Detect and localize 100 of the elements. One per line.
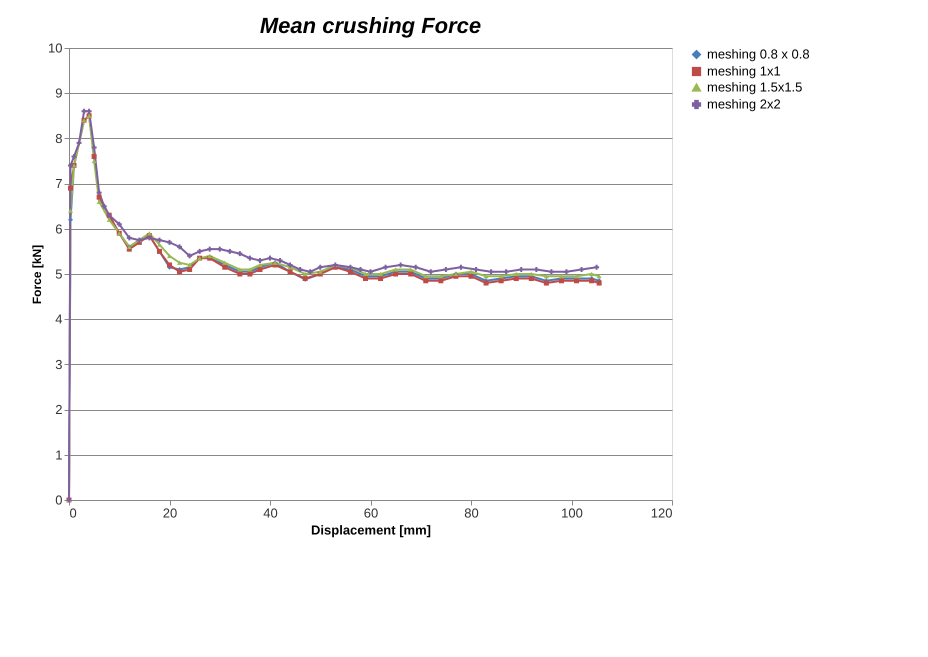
chart-title: Mean crushing Force bbox=[260, 13, 482, 38]
point bbox=[302, 272, 308, 276]
y-tick-label: 2 bbox=[55, 402, 62, 418]
y-tick-label: 10 bbox=[48, 40, 62, 56]
point bbox=[72, 154, 77, 159]
x-tick-label: 20 bbox=[162, 506, 178, 520]
point bbox=[308, 269, 313, 274]
y-tick-label: 5 bbox=[55, 266, 62, 282]
point bbox=[318, 264, 323, 270]
point bbox=[596, 274, 602, 278]
point bbox=[68, 186, 74, 191]
point bbox=[222, 260, 228, 265]
point bbox=[393, 272, 398, 276]
y-tick-label: 4 bbox=[55, 312, 62, 327]
point bbox=[579, 266, 584, 272]
x-axis-title: Displacement [mm] bbox=[311, 522, 431, 538]
point bbox=[589, 272, 594, 276]
point bbox=[368, 269, 373, 274]
point bbox=[458, 264, 464, 270]
x-tick-label: 0 bbox=[70, 506, 77, 520]
point bbox=[82, 108, 87, 114]
x-tick-label: 60 bbox=[364, 506, 378, 520]
point bbox=[227, 248, 232, 254]
point bbox=[528, 276, 534, 282]
point bbox=[428, 269, 434, 274]
point bbox=[484, 274, 489, 278]
point bbox=[106, 218, 112, 222]
point bbox=[574, 274, 580, 278]
point bbox=[207, 254, 212, 258]
point bbox=[383, 264, 388, 270]
point bbox=[544, 274, 549, 278]
y-tick-label: 9 bbox=[55, 86, 62, 101]
point bbox=[488, 269, 494, 274]
point bbox=[222, 264, 228, 270]
point bbox=[484, 280, 489, 286]
point bbox=[167, 262, 172, 268]
point bbox=[167, 254, 172, 258]
point bbox=[468, 270, 474, 274]
point bbox=[247, 267, 252, 272]
legend-label: meshing 0.8 x 0.8 bbox=[707, 46, 810, 62]
point bbox=[358, 266, 363, 272]
point bbox=[187, 253, 192, 258]
point bbox=[237, 272, 242, 276]
y-tick-label: 3 bbox=[55, 356, 62, 372]
point bbox=[438, 274, 444, 278]
point bbox=[288, 262, 293, 268]
point bbox=[596, 280, 602, 286]
point bbox=[474, 266, 479, 272]
point bbox=[116, 222, 122, 227]
point bbox=[504, 269, 509, 274]
point bbox=[362, 276, 368, 282]
point bbox=[408, 272, 414, 276]
point bbox=[378, 276, 384, 282]
point bbox=[217, 246, 222, 252]
point bbox=[146, 231, 152, 236]
point bbox=[528, 272, 534, 276]
point bbox=[544, 280, 549, 286]
point bbox=[92, 158, 97, 164]
point bbox=[96, 200, 102, 204]
legend-label: meshing 2x2 bbox=[707, 96, 781, 112]
point bbox=[257, 262, 262, 268]
point bbox=[156, 238, 162, 243]
y-tick-label: 6 bbox=[55, 221, 62, 236]
point bbox=[68, 217, 74, 222]
point bbox=[423, 274, 428, 278]
point bbox=[237, 267, 242, 272]
point bbox=[548, 269, 554, 274]
y-tick-label: 0 bbox=[55, 492, 62, 508]
point bbox=[86, 108, 92, 114]
y-tick-label: 7 bbox=[55, 176, 62, 192]
point bbox=[278, 258, 283, 263]
y-tick-label: 1 bbox=[55, 447, 62, 462]
point bbox=[594, 264, 600, 270]
point bbox=[102, 204, 107, 209]
point bbox=[247, 272, 252, 276]
point bbox=[156, 242, 162, 247]
point bbox=[298, 266, 303, 272]
point bbox=[514, 276, 519, 282]
x-tick-label: 120 bbox=[650, 506, 672, 520]
point bbox=[268, 256, 272, 261]
point bbox=[362, 272, 368, 276]
point bbox=[443, 266, 448, 272]
point bbox=[68, 208, 74, 213]
point bbox=[413, 264, 418, 270]
point bbox=[167, 240, 172, 245]
point bbox=[96, 190, 102, 196]
point bbox=[558, 274, 564, 278]
point bbox=[318, 270, 323, 274]
point bbox=[498, 274, 504, 278]
x-tick-label: 100 bbox=[561, 506, 583, 520]
point bbox=[564, 269, 569, 274]
point bbox=[207, 246, 212, 252]
legend-label: meshing 1x1 bbox=[707, 64, 781, 78]
point bbox=[514, 272, 519, 276]
point bbox=[408, 267, 414, 272]
point bbox=[468, 274, 474, 279]
point bbox=[348, 269, 353, 274]
point bbox=[378, 272, 384, 276]
point bbox=[177, 244, 182, 250]
point bbox=[92, 144, 97, 150]
